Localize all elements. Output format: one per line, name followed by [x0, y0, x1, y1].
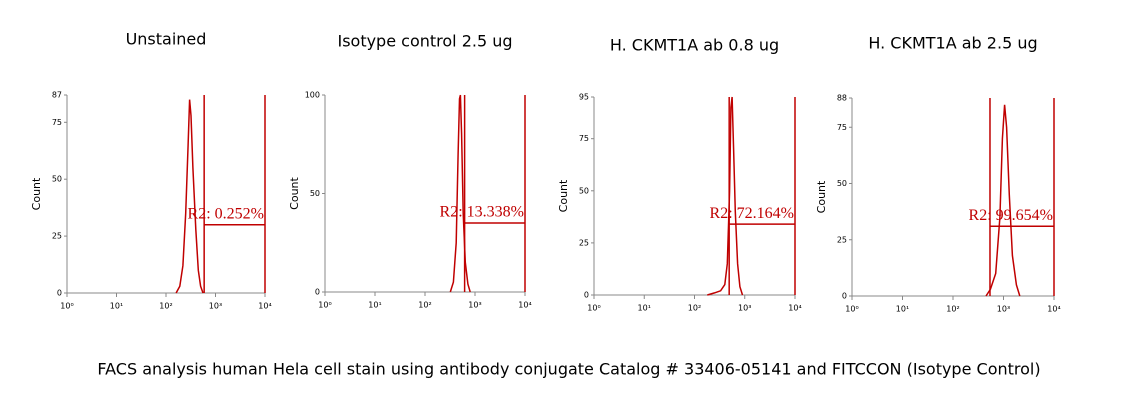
y-axis-label: Count — [288, 176, 301, 209]
gate-label: R2: 72.164% — [710, 205, 794, 222]
gate-label: R2: 0.252% — [188, 205, 264, 222]
y-tick-label: 87 — [52, 91, 62, 100]
y-tick-label: 75 — [52, 118, 62, 127]
x-tick-label: 10³ — [209, 302, 222, 311]
x-tick-label: 10⁴ — [788, 304, 801, 313]
gate-label: R2: 13.338% — [440, 204, 524, 221]
y-tick-label: 25 — [837, 235, 847, 244]
x-tick-label: 10¹ — [110, 302, 123, 311]
y-tick-label: 95 — [579, 93, 589, 102]
x-tick-label: 10⁴ — [258, 302, 271, 311]
panel-title: Isotype control 2.5 ug — [337, 32, 512, 51]
x-tick-label: 10⁰ — [318, 301, 331, 310]
x-tick-label: 10² — [688, 304, 701, 313]
x-tick-label: 10² — [159, 302, 172, 311]
y-axis-label: Count — [815, 180, 828, 213]
y-tick-label: 0 — [315, 288, 320, 297]
x-tick-label: 10¹ — [368, 301, 381, 310]
y-tick-label: 100 — [305, 91, 320, 100]
y-tick-label: 50 — [310, 189, 320, 198]
y-axis-label: Count — [30, 177, 43, 210]
gate-label: R2: 99.654% — [969, 207, 1053, 224]
y-tick-label: 25 — [579, 238, 589, 247]
y-tick-label: 25 — [52, 232, 62, 241]
y-tick-label: 75 — [579, 134, 589, 143]
histogram — [985, 104, 1021, 297]
y-tick-label: 50 — [837, 179, 847, 188]
x-tick-label: 10⁰ — [845, 305, 858, 314]
x-tick-label: 10¹ — [896, 305, 909, 314]
x-tick-label: 10³ — [468, 301, 481, 310]
y-tick-label: 50 — [52, 175, 62, 184]
caption: FACS analysis human Hela cell stain usin… — [97, 360, 1040, 379]
x-tick-label: 10¹ — [638, 304, 651, 313]
histogram — [449, 94, 471, 293]
y-tick-label: 88 — [837, 94, 847, 103]
panel-title: H. CKMT1A ab 0.8 ug — [610, 36, 779, 55]
x-tick-label: 10⁴ — [518, 301, 531, 310]
x-tick-label: 10³ — [738, 304, 751, 313]
histogram — [707, 96, 744, 296]
x-tick-label: 10³ — [997, 305, 1010, 314]
panel-title: Unstained — [126, 30, 207, 49]
y-tick-label: 0 — [584, 291, 589, 300]
x-tick-label: 10⁰ — [587, 304, 600, 313]
x-tick-label: 10⁴ — [1047, 305, 1060, 314]
y-tick-label: 50 — [579, 186, 589, 195]
y-tick-label: 0 — [842, 292, 847, 301]
y-tick-label: 0 — [57, 289, 62, 298]
panel-title: H. CKMT1A ab 2.5 ug — [868, 34, 1037, 53]
x-tick-label: 10⁰ — [60, 302, 73, 311]
x-tick-label: 10² — [946, 305, 959, 314]
y-axis-label: Count — [557, 179, 570, 212]
histogram — [175, 99, 204, 294]
y-tick-label: 75 — [837, 123, 847, 132]
x-tick-label: 10² — [418, 301, 431, 310]
